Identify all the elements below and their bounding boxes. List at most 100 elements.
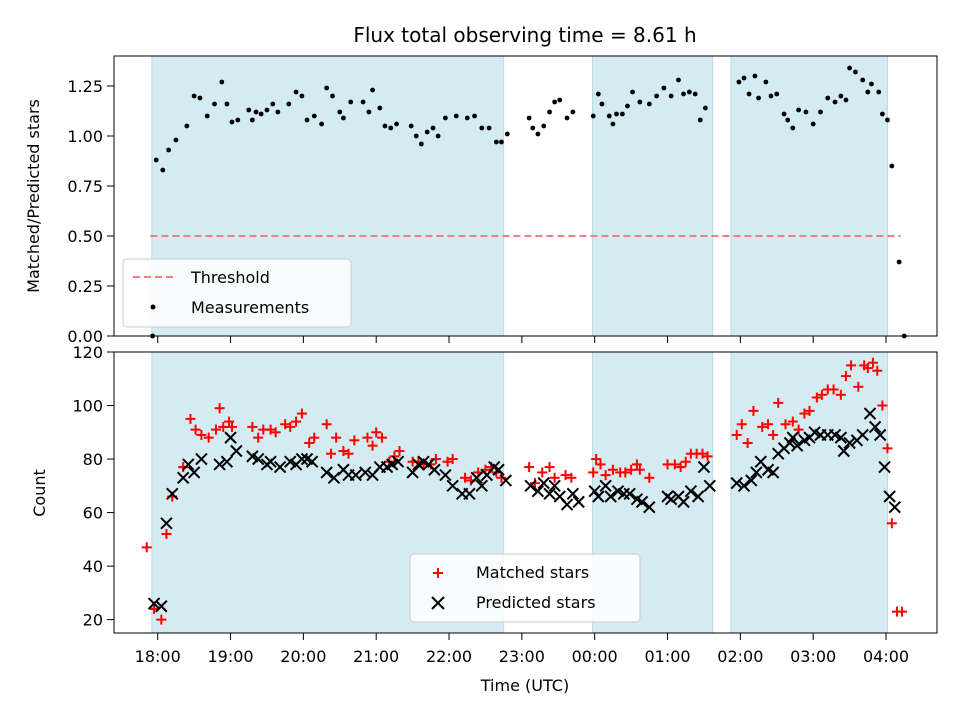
measurement-point — [692, 91, 698, 97]
predicted-star-point — [635, 495, 649, 509]
predicted-star-stroke-b — [155, 600, 168, 613]
predicted-star-point — [856, 428, 869, 442]
matched-star-point — [185, 413, 196, 424]
measurement-point — [535, 131, 541, 137]
matched-star-point — [763, 419, 774, 430]
measurement-point — [246, 107, 252, 113]
x-axis-label: Time (UTC) — [480, 676, 569, 695]
predicted-star-point — [790, 439, 804, 452]
matched-star-point — [748, 405, 759, 416]
matched-star-point — [496, 472, 507, 483]
predicted-star-stroke-b — [300, 452, 314, 466]
predicted-star-point — [737, 479, 751, 493]
predicted-star-point — [604, 490, 617, 503]
matched-star-point — [828, 384, 839, 395]
predicted-star-stroke-b — [617, 487, 631, 501]
measurement-point — [293, 89, 299, 95]
predicted-star-stroke-b — [737, 479, 751, 493]
measurement-point — [504, 131, 510, 137]
matched-star-point — [460, 472, 471, 483]
measurement-point — [212, 101, 217, 107]
measurement-point — [224, 101, 230, 107]
predicted-star-stroke-b — [195, 452, 208, 466]
measurement-point — [377, 105, 383, 111]
measurement-point — [654, 93, 659, 99]
measurement-point — [646, 101, 652, 107]
bottom-plot-frame — [113, 351, 938, 634]
bottom-y-tick-label: 120 — [72, 343, 103, 362]
measurement-point — [785, 117, 791, 123]
matched-star-point — [886, 518, 897, 529]
predicted-star-stroke-b — [499, 474, 513, 487]
measurement-point — [486, 125, 492, 131]
measurement-point — [752, 73, 758, 79]
matched-star-point — [442, 456, 453, 467]
predicted-star-stroke-b — [487, 460, 501, 474]
measurement-point — [590, 113, 596, 119]
predicted-star-stroke-b — [730, 476, 743, 490]
measurement-point — [781, 111, 787, 117]
measurement-point — [418, 141, 424, 147]
predicted-star-point — [499, 474, 513, 487]
measurement-point — [756, 95, 761, 101]
predicted-star-point — [359, 466, 372, 479]
predicted-star-point — [176, 471, 190, 484]
matched-star-point — [331, 432, 342, 443]
predicted-star-stroke-b — [251, 452, 265, 466]
x-tick-label: 02:00 — [717, 647, 763, 666]
measurement-point — [286, 101, 292, 107]
predicted-star-stroke-b — [863, 407, 877, 420]
matched-star-point — [773, 397, 784, 408]
predicted-star-stroke-b — [750, 466, 763, 479]
predicted-star-stroke-b — [786, 431, 800, 444]
matched-star-point — [853, 381, 864, 392]
predicted-star-point — [837, 444, 850, 458]
predicted-star-point — [305, 455, 319, 468]
top-y-tick-label: 0.25 — [67, 277, 103, 296]
matched-star-point — [218, 421, 229, 432]
predicted-star-stroke-b — [604, 490, 617, 503]
matched-star-point — [736, 419, 747, 430]
predicted-star-point — [572, 495, 585, 509]
predicted-star-point — [273, 460, 287, 474]
matched-star-point — [669, 459, 680, 470]
predicted-star-stroke-b — [320, 466, 333, 479]
matched-star-point — [742, 437, 753, 448]
predicted-star-point — [664, 492, 678, 506]
matched-star-point — [247, 421, 258, 432]
predicted-star-stroke-b — [147, 597, 161, 610]
predicted-star-point — [592, 490, 605, 503]
bottom-legend-box — [409, 553, 641, 623]
measurement-point — [249, 117, 255, 123]
matched-star-point — [897, 606, 908, 617]
predicted-star-stroke-b — [888, 501, 901, 514]
predicted-star-point — [531, 484, 545, 498]
predicted-star-stroke-b — [643, 501, 656, 514]
predicted-star-stroke-b — [224, 431, 237, 444]
predicted-star-stroke-b — [790, 439, 804, 452]
matched-star-point — [799, 408, 810, 419]
measurement-point — [191, 93, 197, 99]
measurement-point — [803, 109, 809, 115]
predicted-star-stroke-b — [305, 455, 319, 468]
predicted-star-stroke-b — [182, 458, 195, 471]
measurement-point — [160, 167, 166, 173]
measurement-point — [235, 117, 241, 123]
matched-star-point — [321, 419, 332, 430]
measurement-point — [166, 147, 172, 153]
measurement-point — [464, 115, 470, 121]
predicted-star-stroke-b — [828, 428, 842, 442]
top-legend: Threshold Measurements — [122, 258, 352, 328]
measurement-point — [541, 123, 547, 129]
measurement-point — [614, 111, 619, 117]
predicted-star-stroke-b — [246, 450, 259, 463]
predicted-star-point — [213, 458, 226, 471]
matched-star-point — [214, 403, 225, 414]
predicted-star-stroke-b — [566, 487, 580, 501]
predicted-star-point — [868, 420, 882, 434]
predicted-star-stroke-b — [417, 455, 430, 468]
matched-star-point — [190, 424, 201, 435]
matched-star-point — [285, 421, 296, 432]
predicted-star-stroke-b — [635, 495, 649, 509]
predicted-star-stroke-b — [611, 484, 625, 498]
